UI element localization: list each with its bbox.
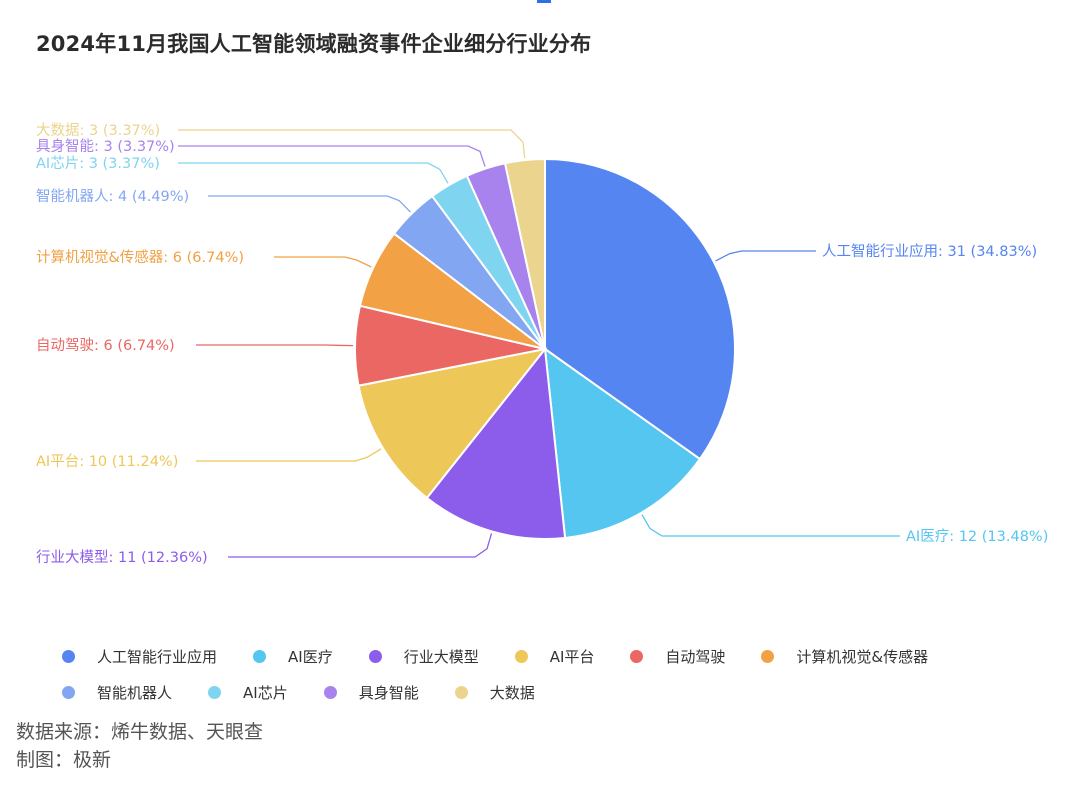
data-label: 人工智能行业应用: 31 (34.83%): [822, 242, 1037, 260]
data-source-note: 数据来源：烯牛数据、天眼查: [16, 721, 264, 743]
leader-line: [641, 514, 900, 537]
pie-slices: [354, 157, 736, 540]
legend-dot: [323, 685, 337, 699]
legend-label: 人工智能行业应用: [97, 647, 218, 666]
legend-item-computer-vision-sensors[interactable]: 计算机视觉&传感器: [761, 646, 928, 667]
legend-item-industry-large-model[interactable]: 行业大模型: [368, 646, 479, 667]
legend-item-ai-platform[interactable]: AI平台: [514, 646, 595, 667]
leader-line: [274, 256, 372, 268]
data-label: AI平台: 10 (11.24%): [36, 453, 178, 470]
data-label: 具身智能: 3 (3.37%): [36, 138, 175, 155]
author-note: 制图：极新: [16, 749, 112, 771]
leader-line: [715, 250, 816, 262]
pie-slice[interactable]: [357, 347, 548, 500]
legend-item-ai-chip[interactable]: AI芯片: [208, 682, 288, 703]
legend-row-1: 人工智能行业应用 AI医疗 行业大模型 AI平台 自动驾驶 计算机视觉&传感器: [62, 638, 1062, 674]
pie-slice[interactable]: [503, 157, 546, 350]
data-label: 自动驾驶: 6 (6.74%): [36, 337, 175, 354]
pie-chart: 人工智能行业应用: 31 (34.83%) AI医疗: 12 (13.48%) 行业…: [36, 122, 1048, 566]
legend-label: 智能机器人: [97, 683, 173, 702]
data-label: AI芯片: 3 (3.37%): [36, 155, 160, 172]
pie-slice[interactable]: [425, 346, 567, 540]
legend-dot: [62, 685, 75, 699]
leader-line: [178, 162, 449, 184]
legend-label: 计算机视觉&传感器: [796, 647, 929, 666]
legend-label: 大数据: [489, 683, 535, 702]
leader-line: [196, 344, 354, 347]
pie-slice[interactable]: [543, 346, 702, 540]
top-accent-bar: [537, 0, 551, 3]
legend-item-ai-medical[interactable]: AI医疗: [253, 646, 333, 667]
legend-item-big-data[interactable]: 大数据: [454, 682, 535, 703]
legend-item-autonomous-driving[interactable]: 自动驾驶: [630, 646, 725, 667]
legend-dot: [368, 649, 382, 663]
legend-row-2: 智能机器人 AI芯片 具身智能 大数据: [62, 674, 1062, 710]
legend-item-intelligent-robot[interactable]: 智能机器人: [62, 682, 172, 703]
legend-dot: [208, 685, 222, 699]
legend-dot: [253, 649, 267, 663]
data-label: 大数据: 3 (3.37%): [36, 122, 160, 139]
legend-dot: [62, 649, 75, 663]
footer: 数据来源：烯牛数据、天眼查 制图：极新: [16, 718, 263, 774]
legend-label: AI平台: [549, 647, 595, 666]
leader-line: [178, 129, 526, 159]
data-label: 计算机视觉&传感器: 6 (6.74%): [36, 249, 244, 266]
leader-line: [228, 533, 493, 558]
chart-title: 2024年11月我国人工智能领域融资事件企业细分行业分布: [36, 32, 592, 56]
legend-label: 具身智能: [358, 683, 419, 702]
legend: 人工智能行业应用 AI医疗 行业大模型 AI平台 自动驾驶 计算机视觉&传感器 …: [62, 638, 1062, 710]
legend-label: 自动驾驶: [665, 647, 726, 666]
data-label: 智能机器人: 4 (4.49%): [36, 188, 189, 205]
data-label: 行业大模型: 11 (12.36%): [36, 549, 208, 566]
legend-item-embodied-intelligence[interactable]: 具身智能: [323, 682, 419, 703]
leader-line: [178, 145, 486, 167]
legend-item-ai-industry-application[interactable]: 人工智能行业应用: [62, 646, 217, 667]
leader-line: [196, 448, 382, 462]
pie-labels: 人工智能行业应用: 31 (34.83%) AI医疗: 12 (13.48%) 行业…: [36, 122, 1048, 566]
data-label: AI医疗: 12 (13.48%): [906, 528, 1048, 545]
legend-label: 行业大模型: [403, 647, 479, 666]
leader-line: [208, 195, 411, 213]
legend-dot: [514, 649, 528, 663]
legend-dot: [630, 649, 644, 663]
legend-dot: [761, 649, 775, 663]
pie-slice[interactable]: [544, 157, 736, 461]
legend-label: AI芯片: [243, 683, 288, 702]
legend-dot: [454, 685, 468, 699]
legend-label: AI医疗: [288, 647, 333, 666]
